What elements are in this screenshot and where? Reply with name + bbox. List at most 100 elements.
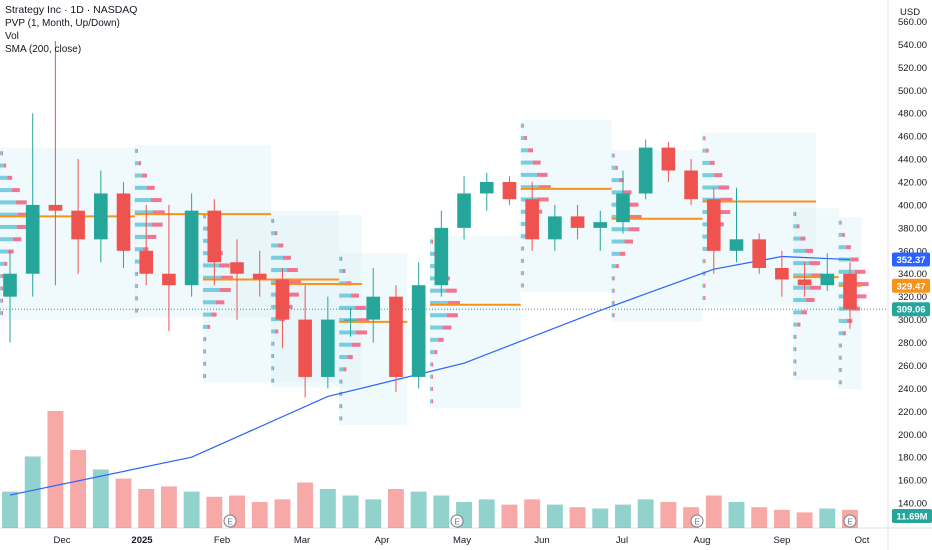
candle-body [252,273,267,280]
profile-bar-up [793,224,797,229]
profile-bar-up [0,175,8,180]
symbol-title[interactable]: Strategy Inc · 1D · NASDAQ [5,4,138,16]
profile-bar-down [704,259,706,264]
profile-bar-up [611,178,619,183]
candle-body [457,193,471,228]
candle-body [162,273,176,286]
profile-bar-down [1,151,3,156]
profile-bar-up [134,185,147,190]
profile-bar-up [611,264,616,269]
profile-bar-down [624,239,634,244]
profile-bar-down [151,222,163,227]
profile-bar-up [134,247,144,252]
profile-bar-down [289,280,302,285]
profile-bar-up [430,362,432,367]
profile-bar-up [838,380,841,385]
profile-bar-down [204,361,206,366]
profile-bar-down [718,185,730,190]
profile-bar-up [793,310,802,315]
profile-bar-down [204,349,206,354]
profile-bar-up [520,172,537,177]
indicator-vol[interactable]: Vol [5,31,19,42]
profile-bar-down [136,296,138,301]
profile-bar-down [627,202,639,207]
profile-bar-down [720,197,733,202]
profile-bar-down [351,293,360,298]
profile-bar-up [202,349,205,354]
profile-bar-down [274,231,278,236]
candle-body [661,147,676,171]
profile-bar-up [202,337,205,342]
profile-bar-down [840,220,842,225]
price-badge-label: 329.47 [896,281,925,292]
profile-bar-up [430,325,443,330]
profile-bar-down [704,283,706,288]
profile-bar-down [536,172,548,177]
candle-body [298,319,312,377]
profile-bar-up [134,148,137,153]
x-tick-label: 2025 [131,535,153,546]
profile-bar-up [339,256,341,261]
y-tick-label: 300.00 [898,315,927,326]
earnings-marker[interactable] [843,514,857,528]
currency-label[interactable]: USD [900,7,921,18]
profile-bar-up [702,136,705,141]
profile-bar-up [520,246,523,251]
x-tick-label: Mar [294,535,310,546]
y-tick-label: 160.00 [898,476,927,487]
profile-bar-down [795,371,797,376]
profile-bar-up [0,212,18,217]
profile-bar-up [702,259,705,264]
profile-bar-up [0,151,2,156]
profile-bar-up [271,354,273,359]
earnings-marker[interactable] [690,514,704,528]
profile-bar-up [202,275,221,280]
candle-body [843,273,857,310]
volume-bar [796,512,813,528]
indicator-pvp[interactable]: PVP (1, Month, Up/Down) [5,18,120,29]
profile-bar-up [134,284,137,289]
profile-bar-up [0,286,2,291]
profile-bar-down [347,355,353,360]
profile-bar-up [520,185,539,190]
candle-body [184,210,199,286]
profile-bar-down [532,160,541,165]
profile-bar-up [702,148,707,153]
profile-bar-up [339,342,353,347]
earnings-marker[interactable] [450,514,464,528]
profile-bar-down [272,218,275,223]
indicator-sma[interactable]: SMA (200, close) [5,44,82,55]
profile-bar-up [339,367,344,372]
candle-body [25,204,40,274]
profile-bar-down [204,374,206,379]
candle-body [434,227,449,286]
candle-body [570,216,585,228]
profile-bar-up [271,255,283,260]
profile-bar-down [150,198,162,203]
profile-bar-up [134,161,139,166]
volume-bar [365,499,382,528]
profile-bar-up [430,288,447,293]
profile-bar-up [430,313,447,318]
x-tick-label: Oct [855,535,870,546]
price-badge [892,252,930,267]
price-badge-label: 309.06 [896,305,925,316]
volume-profile-area [793,208,839,381]
profile-bar-up [793,359,796,364]
profile-bar-up [0,237,13,242]
profile-bar-down [842,331,846,336]
profile-bar-up [134,259,140,264]
profile-bar-up [339,293,352,298]
volume-bar [70,450,87,528]
profile-bar-down [1,310,3,315]
x-tick-label: Aug [694,535,711,546]
profile-bar-down [856,282,869,287]
profile-bar-down [840,368,842,373]
profile-bar-up [702,246,707,251]
profile-bar-down [272,354,275,359]
earnings-marker[interactable] [223,514,237,528]
profile-bar-down [619,251,626,256]
profile-bar-up [0,200,17,205]
profile-bar-down [146,185,155,190]
